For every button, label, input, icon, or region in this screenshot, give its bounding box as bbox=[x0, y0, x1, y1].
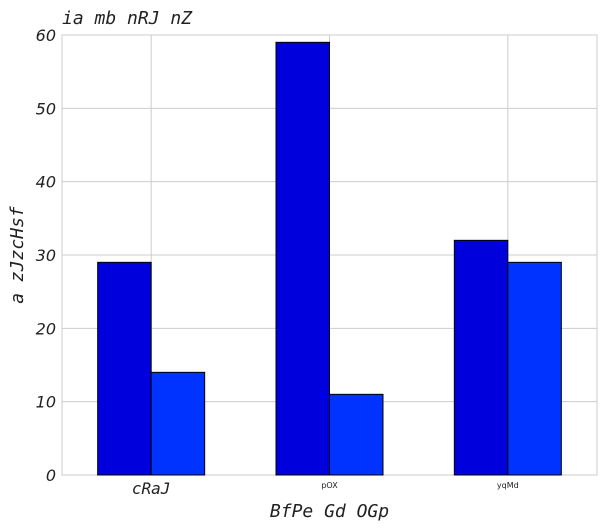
bar-cRaJ-series-1 bbox=[97, 261, 152, 476]
x-tick-label: cRaJ bbox=[132, 479, 171, 498]
y-tick-label: 20 bbox=[36, 319, 56, 338]
y-tick-label: 10 bbox=[36, 393, 56, 412]
y-tick-label: 0 bbox=[46, 466, 56, 485]
bar-pOX-series-1 bbox=[275, 41, 330, 476]
y-axis-label: a zJzcHsf bbox=[7, 206, 28, 304]
bars bbox=[97, 41, 562, 476]
y-axis-ticks: 0 10 20 30 40 50 60 bbox=[36, 26, 56, 485]
bar-yqMd-series-1 bbox=[453, 239, 509, 476]
y-tick-label: 40 bbox=[36, 173, 56, 192]
y-tick-label: 50 bbox=[36, 99, 56, 118]
x-tick-label: pOX bbox=[321, 481, 338, 490]
x-tick-label: yqMd bbox=[497, 481, 519, 490]
x-axis-label: BfPe Gd OGp bbox=[270, 501, 389, 522]
chart-title: ia mb nRJ nZ bbox=[62, 8, 193, 29]
y-tick-label: 60 bbox=[36, 26, 56, 45]
bar-pOX-series-2 bbox=[329, 393, 384, 476]
y-tick-label: 30 bbox=[36, 246, 56, 265]
x-axis-ticks: cRaJ pOX yqMd bbox=[132, 479, 519, 498]
bar-yqMd-series-2 bbox=[507, 261, 562, 476]
bar-cRaJ-series-2 bbox=[150, 371, 206, 476]
